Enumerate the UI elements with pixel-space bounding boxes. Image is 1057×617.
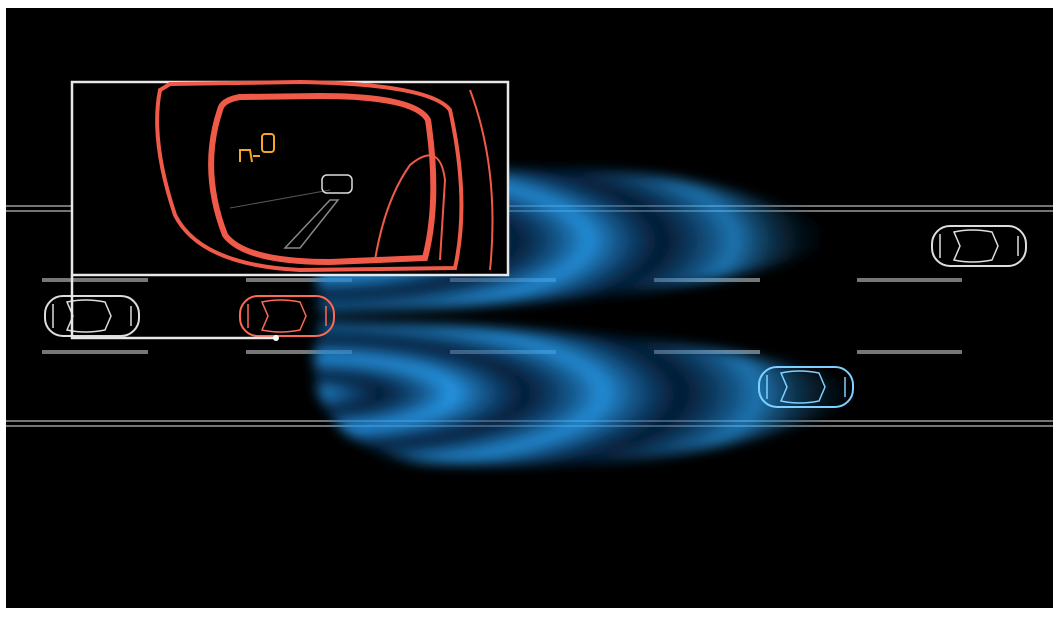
mirror-inset <box>70 79 510 341</box>
